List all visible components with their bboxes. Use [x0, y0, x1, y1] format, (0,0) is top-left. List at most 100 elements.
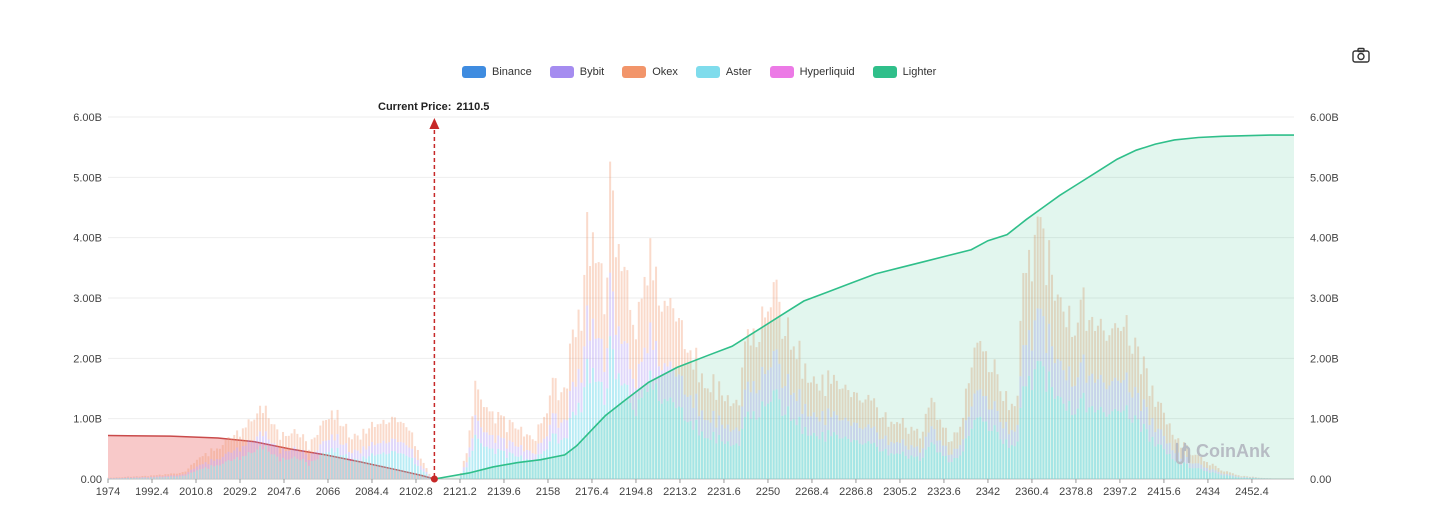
bar-okex: [589, 266, 592, 341]
bar-aster: [884, 448, 887, 479]
bar-bybit: [1228, 474, 1231, 477]
bar-bybit: [181, 474, 184, 476]
bar-okex: [609, 161, 612, 273]
bar-aster: [741, 428, 744, 479]
legend-item-lighter[interactable]: Lighter: [872, 66, 936, 78]
bar-okex: [807, 382, 810, 417]
bar-aster: [586, 358, 589, 479]
camera-icon[interactable]: [1352, 47, 1370, 63]
bar-bybit: [1246, 477, 1249, 478]
bar-bybit: [164, 475, 167, 477]
bar-okex: [1211, 463, 1214, 470]
bar-okex: [1142, 356, 1145, 400]
bar-aster: [1185, 463, 1188, 479]
bar-okex: [812, 376, 815, 413]
legend-item-bybit[interactable]: Bybit: [549, 66, 604, 78]
bar-okex: [480, 399, 483, 428]
bar-bybit: [858, 427, 861, 444]
bar-aster: [772, 390, 775, 479]
bar-aster: [107, 478, 109, 479]
bar-bybit: [543, 438, 546, 452]
bar-bybit: [807, 416, 810, 436]
bar-aster: [726, 441, 729, 479]
bar-okex: [299, 437, 302, 452]
bar-bybit: [594, 338, 597, 382]
bar-okex: [385, 424, 388, 444]
bar-aster: [678, 406, 681, 479]
bar-bybit: [887, 445, 890, 456]
bar-aster: [629, 402, 632, 479]
bar-aster: [210, 465, 213, 479]
bar-okex: [1226, 471, 1229, 474]
current-price-dot: [430, 475, 438, 483]
bar-aster: [405, 455, 408, 479]
bar-aster: [1013, 446, 1016, 479]
bar-aster: [818, 439, 821, 479]
bar-okex: [548, 395, 551, 425]
bar-okex: [1030, 281, 1033, 351]
bar-bybit: [345, 443, 348, 455]
bar-okex: [238, 436, 241, 452]
bar-aster: [606, 388, 609, 479]
bar-aster: [1119, 412, 1122, 479]
bar-okex: [884, 412, 887, 436]
bar-okex: [838, 389, 841, 421]
x-tick-label: 2250: [756, 486, 780, 498]
bar-aster: [218, 465, 221, 479]
legend-item-okex[interactable]: Okex: [622, 66, 678, 78]
bar-okex: [500, 415, 503, 438]
bar-bybit: [370, 441, 373, 454]
bar-okex: [402, 423, 405, 443]
bar-okex: [1139, 374, 1142, 411]
bar-aster: [1249, 478, 1252, 479]
bar-okex: [1005, 391, 1008, 422]
bar-bybit: [1073, 385, 1076, 415]
bar-aster: [155, 477, 158, 479]
bar-bybit: [1157, 428, 1160, 445]
bar-aster: [307, 465, 310, 479]
bar-aster: [468, 457, 471, 479]
bar-bybit: [422, 468, 425, 472]
bar-okex: [758, 341, 761, 390]
bar-aster: [152, 477, 155, 479]
bar-bybit: [167, 475, 170, 477]
bar-bybit: [382, 440, 385, 453]
bar-aster: [1079, 398, 1082, 479]
legend-item-hyperliquid[interactable]: Hyperliquid: [769, 66, 855, 78]
bar-okex: [307, 449, 310, 461]
bar-bybit: [276, 446, 279, 457]
bar-bybit: [261, 436, 264, 450]
bar-bybit: [841, 420, 844, 439]
bar-aster: [356, 459, 359, 479]
bar-aster: [841, 438, 844, 479]
bar-bybit: [1154, 432, 1157, 447]
bar-okex: [313, 437, 316, 453]
bar-aster: [1005, 439, 1008, 479]
bar-okex: [637, 301, 640, 364]
bar-aster: [373, 455, 376, 479]
bar-bybit: [152, 476, 155, 478]
bar-aster: [350, 461, 353, 479]
bar-okex: [1117, 327, 1120, 381]
bar-aster: [1033, 369, 1036, 479]
bar-okex: [557, 400, 560, 428]
bar-okex: [1134, 337, 1137, 388]
bar-aster: [287, 459, 290, 479]
bar-bybit: [216, 459, 219, 466]
bar-aster: [1203, 470, 1206, 479]
bar-aster: [583, 387, 586, 479]
bar-aster: [379, 454, 382, 479]
bar-bybit: [626, 343, 629, 386]
bar-okex: [1045, 285, 1048, 353]
legend-item-binance[interactable]: Binance: [462, 66, 532, 78]
bar-aster: [715, 443, 718, 479]
bar-bybit: [1076, 377, 1079, 409]
bar-aster: [563, 437, 566, 479]
bar-bybit: [210, 459, 213, 466]
legend-item-aster[interactable]: Aster: [695, 66, 752, 78]
bar-bybit: [804, 403, 807, 428]
bar-okex: [568, 343, 571, 391]
bar-aster: [213, 466, 216, 479]
bar-okex: [408, 430, 411, 448]
bar-bybit: [634, 388, 637, 417]
